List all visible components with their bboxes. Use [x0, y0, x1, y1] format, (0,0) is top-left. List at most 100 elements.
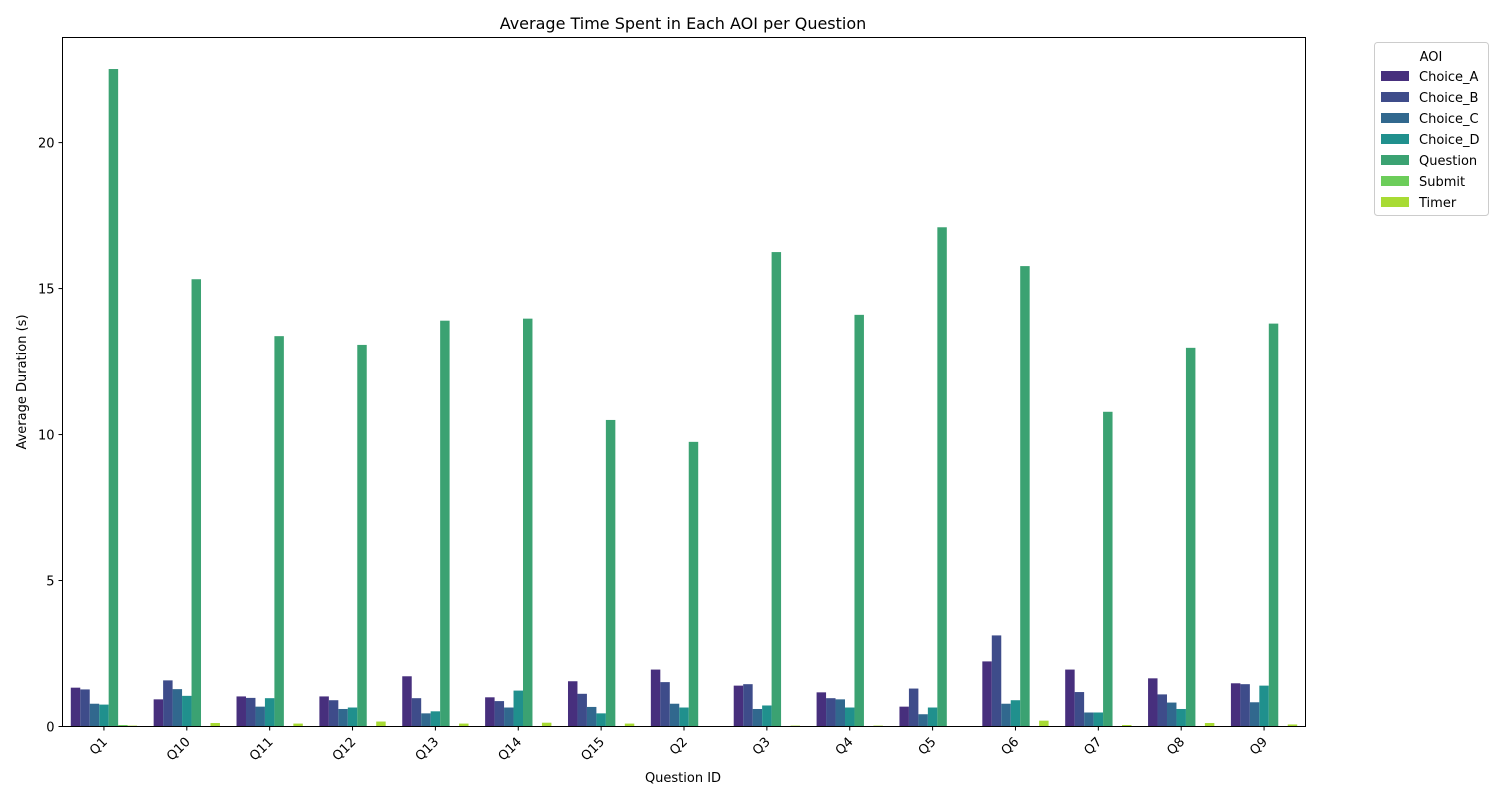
- bar-timer-q8: [1204, 723, 1215, 727]
- bar-choice-d-q4: [845, 707, 855, 727]
- x-tick-label: Q15: [578, 735, 608, 765]
- bar-timer-q10: [210, 723, 220, 727]
- bar-choice-d-q1: [99, 704, 109, 727]
- x-tick-label: Q8: [1164, 735, 1188, 759]
- bar-choice-b-q8: [1157, 694, 1167, 727]
- bar-choice-d-q12: [347, 707, 358, 727]
- bar-question-q5: [937, 227, 947, 727]
- bar-choice-d-q3: [762, 705, 772, 727]
- legend-box: [1374, 42, 1489, 216]
- x-tick-label: Q5: [916, 735, 940, 759]
- bar-timer-q13: [459, 723, 469, 727]
- bar-question-q1: [108, 69, 119, 727]
- bar-choice-d-q15: [596, 713, 606, 727]
- bar-choice-a-q8: [1148, 678, 1158, 727]
- x-axis-label: Question ID: [645, 771, 721, 786]
- x-tick-label: Q11: [247, 735, 277, 765]
- bar-choice-a-q15: [567, 681, 578, 727]
- legend-label-submit: Submit: [1419, 175, 1465, 190]
- bar-choice-a-q13: [402, 676, 412, 727]
- bar-timer-q7: [1122, 725, 1132, 727]
- plot-frame: [62, 37, 1306, 727]
- bar-choice-a-q14: [485, 697, 495, 727]
- x-tick-label: Q10: [164, 735, 194, 765]
- bar-choice-c-q7: [1084, 712, 1094, 727]
- bar-choice-a-q3: [733, 685, 744, 727]
- bar-choice-a-q1: [70, 687, 81, 727]
- bar-timer-q15: [624, 723, 635, 727]
- legend-swatch-question: [1381, 155, 1409, 165]
- bar-choice-a-q5: [899, 706, 909, 727]
- bar-choice-c-q3: [752, 708, 763, 727]
- bar-choice-d-q14: [513, 690, 523, 727]
- bar-choice-b-q5: [908, 688, 919, 727]
- bar-timer-q9: [1287, 724, 1298, 727]
- bar-choice-c-q10: [172, 689, 183, 727]
- bar-choice-c-q12: [338, 708, 348, 727]
- bar-choice-b-q13: [411, 698, 422, 727]
- legend-label-question: Question: [1419, 154, 1477, 169]
- bar-choice-c-q14: [504, 707, 514, 727]
- bar-question-q4: [854, 314, 864, 727]
- bar-choice-a-q9: [1230, 683, 1241, 727]
- bar-choice-d-q6: [1010, 700, 1021, 727]
- bar-choice-c-q8: [1166, 702, 1177, 727]
- bar-choice-b-q11: [245, 697, 256, 727]
- bar-timer-q14: [541, 722, 552, 727]
- bar-choice-b-q6: [991, 635, 1002, 727]
- bar-choice-c-q11: [255, 706, 265, 727]
- chart-title: Average Time Spent in Each AOI per Quest…: [500, 14, 867, 33]
- bar-choice-d-q7: [1093, 712, 1104, 727]
- bar-choice-c-q15: [586, 706, 597, 727]
- bar-question-q12: [357, 344, 367, 727]
- bar-timer-q11: [293, 723, 303, 727]
- bar-choice-a-q2: [650, 669, 661, 727]
- plot-area: 0 5 10 15 20 Q1 Q10 Q11 Q12 Q13 Q14 Q15 Q2 Q3 Q4 Q5 Q6 Q7…: [38, 69, 1298, 765]
- bar-choice-b-q1: [80, 689, 90, 727]
- legend-swatch-choice-d: [1381, 134, 1409, 144]
- bar-choice-b-q2: [660, 682, 670, 727]
- x-tick-label: Q3: [750, 735, 774, 759]
- y-tick-label: 10: [38, 429, 55, 444]
- bar-choice-b-q7: [1074, 692, 1085, 727]
- bar-question-q15: [605, 419, 616, 727]
- legend-label-choice-a: Choice_A: [1419, 70, 1479, 85]
- bar-choice-c-q5: [918, 714, 928, 727]
- bar-choice-c-q9: [1249, 702, 1260, 727]
- bar-choice-d-q9: [1259, 685, 1269, 727]
- bar-choice-a-q11: [236, 696, 246, 727]
- bar-choice-a-q7: [1065, 669, 1075, 727]
- bar-question-q8: [1185, 347, 1196, 727]
- bar-choice-d-q11: [264, 698, 275, 727]
- y-tick-label: 15: [38, 283, 55, 298]
- legend-swatch-choice-c: [1381, 113, 1409, 123]
- bar-choice-c-q4: [835, 699, 845, 727]
- bar-choice-d-q8: [1176, 708, 1186, 727]
- bar-timer-q6: [1039, 720, 1049, 727]
- legend-swatch-timer: [1381, 197, 1409, 207]
- bar-choice-b-q4: [826, 698, 836, 727]
- bar-question-q3: [771, 252, 782, 727]
- y-tick-label: 20: [38, 137, 55, 152]
- legend-title: AOI: [1420, 50, 1443, 65]
- bar-choice-b-q10: [163, 680, 173, 727]
- bar-choice-a-q12: [319, 696, 329, 727]
- bar-question-q2: [688, 441, 699, 727]
- x-tick-label: Q9: [1247, 735, 1271, 759]
- bar-question-q10: [191, 279, 202, 727]
- y-tick-label: 0: [46, 721, 54, 736]
- bar-choice-b-q9: [1240, 684, 1250, 727]
- bar-choice-a-q4: [816, 692, 827, 727]
- bar-choice-c-q13: [421, 713, 431, 727]
- x-tick-label: Q12: [330, 735, 360, 765]
- bar-choice-d-q5: [927, 707, 938, 727]
- y-axis-label: Average Duration (s): [15, 314, 30, 449]
- x-tick-label: Q4: [833, 735, 857, 759]
- bar-choice-d-q10: [182, 695, 192, 727]
- bar-choice-b-q3: [743, 684, 753, 727]
- bar-choice-d-q13: [430, 711, 441, 727]
- x-tick-label: Q2: [667, 735, 691, 759]
- bar-question-q13: [440, 320, 450, 727]
- x-tick-label: Q1: [87, 735, 111, 759]
